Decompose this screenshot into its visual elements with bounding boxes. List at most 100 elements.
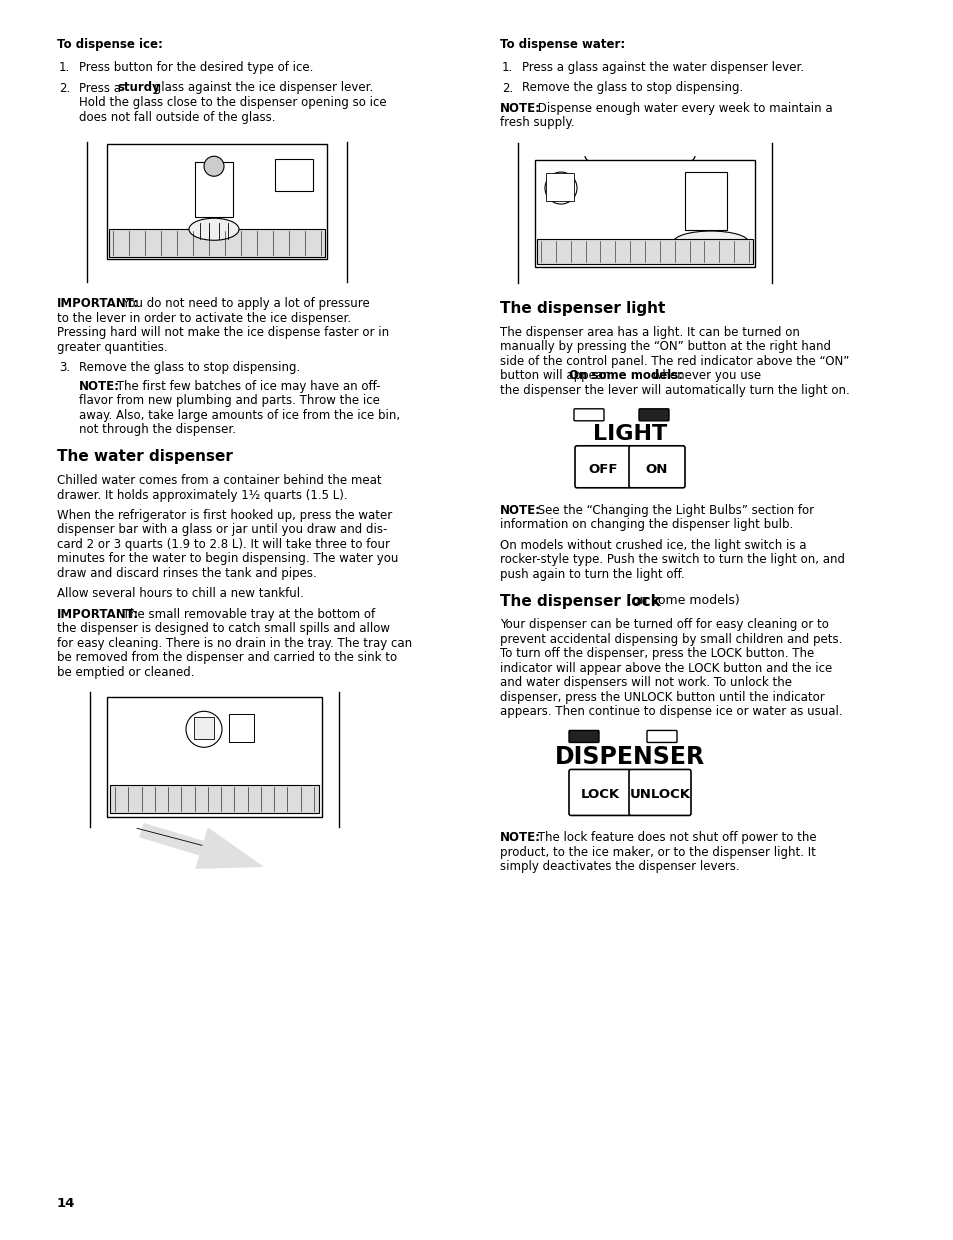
FancyBboxPatch shape: [110, 785, 318, 813]
Text: Remove the glass to stop dispensing.: Remove the glass to stop dispensing.: [521, 82, 742, 94]
FancyBboxPatch shape: [684, 172, 726, 231]
Text: The dispenser lock: The dispenser lock: [499, 594, 660, 609]
Text: NOTE:: NOTE:: [499, 503, 540, 517]
Text: 2.: 2.: [501, 82, 513, 94]
Text: flavor from new plumbing and parts. Throw the ice: flavor from new plumbing and parts. Thro…: [79, 394, 379, 408]
Text: On models without crushed ice, the light switch is a: On models without crushed ice, the light…: [499, 538, 805, 552]
Text: for easy cleaning. There is no drain in the tray. The tray can: for easy cleaning. There is no drain in …: [57, 636, 412, 650]
Text: NOTE:: NOTE:: [499, 102, 540, 115]
Text: Press a: Press a: [79, 82, 125, 94]
FancyBboxPatch shape: [574, 409, 603, 420]
Text: When the refrigerator is first hooked up, press the water: When the refrigerator is first hooked up…: [57, 508, 392, 522]
Text: dispenser, press the UNLOCK button until the indicator: dispenser, press the UNLOCK button until…: [499, 691, 824, 704]
Text: NOTE:: NOTE:: [499, 832, 540, 844]
Text: IMPORTANT:: IMPORTANT:: [57, 298, 139, 310]
FancyBboxPatch shape: [646, 730, 677, 743]
Text: the dispenser the lever will automatically turn the light on.: the dispenser the lever will automatical…: [499, 383, 849, 397]
Text: UNLOCK: UNLOCK: [629, 789, 690, 801]
Text: DISPENSER: DISPENSER: [555, 745, 704, 770]
Text: information on changing the dispenser light bulb.: information on changing the dispenser li…: [499, 518, 792, 531]
FancyBboxPatch shape: [628, 446, 684, 487]
FancyBboxPatch shape: [194, 162, 233, 217]
Text: Remove the glass to stop dispensing.: Remove the glass to stop dispensing.: [79, 361, 300, 374]
Text: simply deactivates the dispenser levers.: simply deactivates the dispenser levers.: [499, 861, 739, 873]
Text: push again to turn the light off.: push again to turn the light off.: [499, 568, 684, 580]
Text: The water dispenser: The water dispenser: [57, 450, 233, 465]
Text: product, to the ice maker, or to the dispenser light. It: product, to the ice maker, or to the dis…: [499, 846, 815, 859]
Text: Your dispenser can be turned off for easy cleaning or to: Your dispenser can be turned off for eas…: [499, 619, 828, 631]
FancyBboxPatch shape: [568, 770, 630, 816]
Text: LOCK: LOCK: [579, 789, 618, 801]
Text: You do not need to apply a lot of pressure: You do not need to apply a lot of pressu…: [119, 298, 370, 310]
FancyBboxPatch shape: [628, 770, 690, 816]
Text: Hold the glass close to the dispenser opening so ice: Hold the glass close to the dispenser op…: [79, 95, 386, 109]
FancyBboxPatch shape: [229, 714, 253, 743]
Text: The small removable tray at the bottom of: The small removable tray at the bottom o…: [119, 608, 375, 620]
Text: The dispenser area has a light. It can be turned on: The dispenser area has a light. It can b…: [499, 326, 799, 339]
FancyBboxPatch shape: [107, 697, 322, 817]
FancyArrow shape: [140, 823, 262, 868]
Text: prevent accidental dispensing by small children and pets.: prevent accidental dispensing by small c…: [499, 632, 841, 646]
FancyBboxPatch shape: [109, 229, 325, 257]
Text: does not fall outside of the glass.: does not fall outside of the glass.: [79, 110, 275, 124]
Text: sturdy: sturdy: [117, 82, 159, 94]
Text: rocker-style type. Push the switch to turn the light on, and: rocker-style type. Push the switch to tu…: [499, 553, 844, 567]
Text: The dispenser light: The dispenser light: [499, 301, 664, 316]
Text: appears. Then continue to dispense ice or water as usual.: appears. Then continue to dispense ice o…: [499, 706, 841, 718]
Text: Pressing hard will not make the ice dispense faster or in: Pressing hard will not make the ice disp…: [57, 326, 389, 340]
FancyBboxPatch shape: [568, 730, 598, 743]
Text: minutes for the water to begin dispensing. The water you: minutes for the water to begin dispensin…: [57, 553, 398, 565]
Text: LIGHT: LIGHT: [592, 424, 666, 444]
Text: whenever you use: whenever you use: [648, 370, 760, 382]
Text: the dispenser is designed to catch small spills and allow: the dispenser is designed to catch small…: [57, 622, 390, 635]
Text: be removed from the dispenser and carried to the sink to: be removed from the dispenser and carrie…: [57, 651, 396, 665]
Text: On some models:: On some models:: [568, 370, 682, 382]
FancyBboxPatch shape: [193, 717, 213, 739]
Text: Chilled water comes from a container behind the meat: Chilled water comes from a container beh…: [57, 474, 381, 487]
Text: OFF: OFF: [588, 463, 618, 476]
Text: dispenser bar with a glass or jar until you draw and dis-: dispenser bar with a glass or jar until …: [57, 523, 387, 537]
Text: The first few batches of ice may have an off-: The first few batches of ice may have an…: [112, 379, 380, 393]
FancyBboxPatch shape: [545, 174, 574, 201]
Text: Allow several hours to chill a new tankful.: Allow several hours to chill a new tankf…: [57, 588, 304, 600]
FancyBboxPatch shape: [537, 239, 752, 264]
Text: 14: 14: [57, 1197, 75, 1210]
Text: drawer. It holds approximately 1½ quarts (1.5 L).: drawer. It holds approximately 1½ quarts…: [57, 489, 347, 502]
Text: NOTE:: NOTE:: [79, 379, 120, 393]
Ellipse shape: [189, 218, 239, 241]
Text: IMPORTANT:: IMPORTANT:: [57, 608, 139, 620]
FancyBboxPatch shape: [535, 160, 754, 267]
Text: Press a glass against the water dispenser lever.: Press a glass against the water dispense…: [521, 61, 803, 74]
FancyBboxPatch shape: [107, 144, 327, 259]
Text: and water dispensers will not work. To unlock the: and water dispensers will not work. To u…: [499, 676, 791, 689]
Text: 1.: 1.: [501, 61, 513, 74]
Text: draw and discard rinses the tank and pipes.: draw and discard rinses the tank and pip…: [57, 567, 316, 580]
Text: The lock feature does not shut off power to the: The lock feature does not shut off power…: [534, 832, 816, 844]
FancyBboxPatch shape: [274, 159, 313, 191]
Text: greater quantities.: greater quantities.: [57, 341, 168, 353]
Text: be emptied or cleaned.: be emptied or cleaned.: [57, 666, 194, 678]
Text: Dispense enough water every week to maintain a: Dispense enough water every week to main…: [534, 102, 832, 115]
Text: See the “Changing the Light Bulbs” section for: See the “Changing the Light Bulbs” secti…: [534, 503, 813, 517]
Ellipse shape: [673, 231, 748, 253]
Text: card 2 or 3 quarts (1.9 to 2.8 L). It will take three to four: card 2 or 3 quarts (1.9 to 2.8 L). It wi…: [57, 538, 390, 551]
Text: glass against the ice dispenser lever.: glass against the ice dispenser lever.: [150, 82, 373, 94]
Text: 1.: 1.: [59, 61, 71, 74]
Text: ON: ON: [645, 463, 667, 476]
Text: manually by pressing the “ON” button at the right hand: manually by pressing the “ON” button at …: [499, 340, 830, 353]
Text: side of the control panel. The red indicator above the “ON”: side of the control panel. The red indic…: [499, 355, 848, 368]
Text: fresh supply.: fresh supply.: [499, 117, 574, 129]
FancyBboxPatch shape: [639, 409, 668, 420]
Text: Press button for the desired type of ice.: Press button for the desired type of ice…: [79, 61, 313, 74]
Text: (on some models): (on some models): [622, 594, 739, 606]
FancyBboxPatch shape: [575, 446, 630, 487]
Text: away. Also, take large amounts of ice from the ice bin,: away. Also, take large amounts of ice fr…: [79, 409, 399, 422]
Text: to the lever in order to activate the ice dispenser.: to the lever in order to activate the ic…: [57, 311, 351, 325]
Text: To dispense ice:: To dispense ice:: [57, 38, 163, 51]
Text: button will appear.: button will appear.: [499, 370, 614, 382]
Text: To dispense water:: To dispense water:: [499, 38, 624, 51]
Text: To turn off the dispenser, press the LOCK button. The: To turn off the dispenser, press the LOC…: [499, 647, 814, 661]
Text: indicator will appear above the LOCK button and the ice: indicator will appear above the LOCK but…: [499, 662, 831, 675]
Text: 2.: 2.: [59, 82, 71, 94]
Circle shape: [204, 156, 224, 176]
